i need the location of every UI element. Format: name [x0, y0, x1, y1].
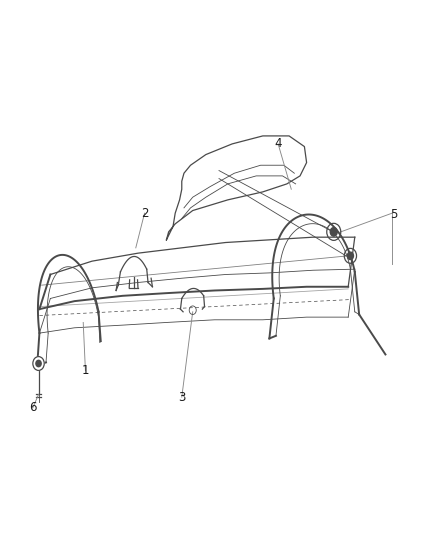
Text: 3: 3	[178, 391, 185, 403]
Circle shape	[36, 360, 41, 367]
Circle shape	[347, 252, 353, 260]
Text: 5: 5	[391, 208, 398, 221]
Text: 2: 2	[141, 207, 148, 220]
Circle shape	[330, 228, 337, 236]
Text: 4: 4	[274, 138, 282, 150]
Circle shape	[33, 357, 44, 370]
Text: 1: 1	[81, 364, 89, 377]
Text: 6: 6	[29, 401, 37, 414]
